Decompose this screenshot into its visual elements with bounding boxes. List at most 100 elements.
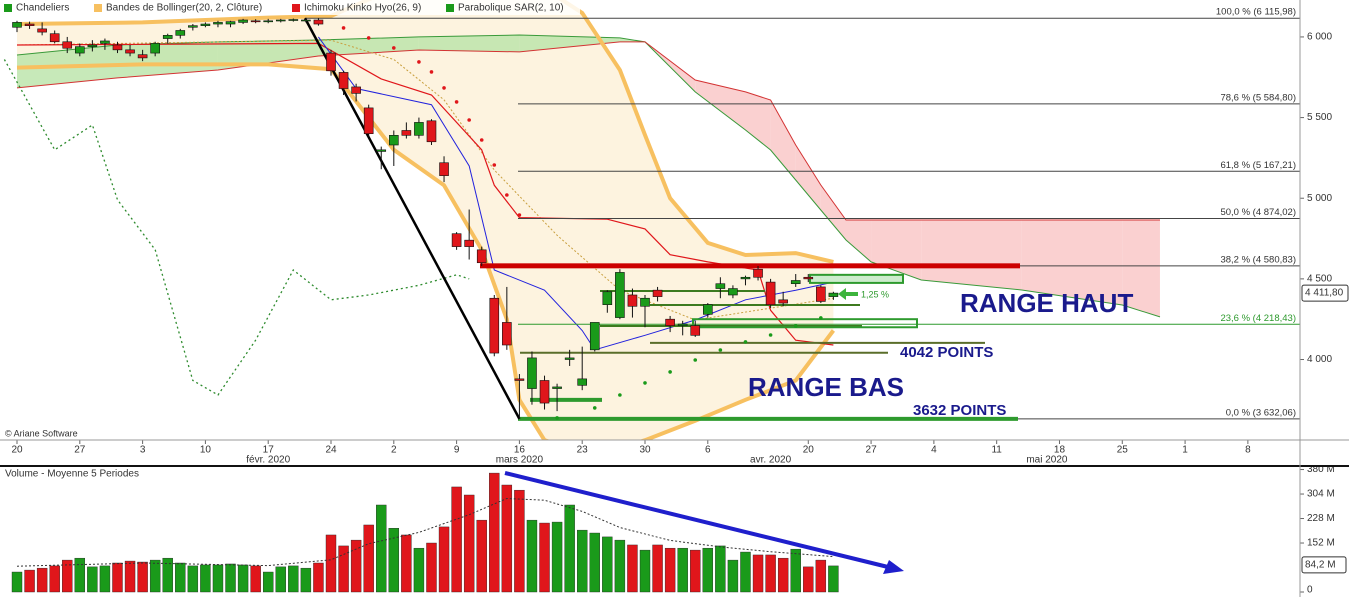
candle-body	[125, 49, 135, 54]
volume-bar	[526, 519, 538, 593]
annotation: RANGE BAS	[748, 372, 904, 402]
x-tick-label: 1	[1182, 445, 1188, 456]
fib-label: 78,6 % (5 584,80)	[1220, 92, 1296, 103]
candle-body	[401, 130, 412, 136]
sar-dot	[429, 70, 434, 74]
volume-bar	[11, 571, 23, 593]
tenkan	[317, 36, 834, 351]
volume-bar	[715, 545, 726, 593]
candle-body	[326, 52, 336, 72]
volume-bar	[702, 547, 714, 593]
cloud	[1122, 220, 1160, 317]
cloud	[418, 35, 520, 52]
cloud	[117, 41, 218, 78]
volume-bar	[149, 559, 161, 593]
candle-body	[426, 120, 437, 143]
volume-bar	[476, 519, 487, 593]
sar-dot	[366, 36, 371, 40]
volume-bar	[62, 559, 73, 593]
volume-bar	[288, 565, 299, 593]
legend: Chandeliers Bandes de Bollinger(20, 2, C…	[0, 0, 580, 15]
candle-body	[615, 272, 625, 318]
month-label: avr. 2020	[750, 455, 792, 466]
candle-body	[527, 357, 537, 389]
candle-body	[263, 20, 274, 23]
volume-bar	[677, 547, 688, 593]
fib-label: 100,0 % (6 115,98)	[1216, 7, 1296, 18]
month-label: mars 2020	[496, 455, 544, 466]
sar-dot	[768, 333, 773, 337]
fib-label: 38,2 % (4 580,83)	[1220, 254, 1296, 265]
volume-bar	[740, 551, 751, 593]
x-tick-label: 20	[11, 445, 23, 456]
cloud	[820, 185, 846, 240]
candle-body	[765, 281, 776, 305]
sar-dot	[555, 416, 559, 420]
y-tick-label: 5 000	[1307, 193, 1332, 204]
volume-bar	[137, 561, 148, 593]
legend-label: Chandeliers	[16, 3, 69, 14]
candle-body	[790, 280, 801, 285]
fib-label: 23,6 % (4 218,43)	[1220, 313, 1296, 324]
candle-body	[100, 40, 110, 44]
y-tick-label: 152 M	[1307, 538, 1335, 549]
month-label: mai 2020	[1026, 455, 1068, 466]
price-panel	[3, 0, 1300, 440]
candle-body	[589, 322, 600, 351]
candle-body	[162, 35, 173, 39]
volume-bar	[727, 559, 739, 593]
x-tick-label: 27	[74, 445, 86, 456]
volume-bar	[652, 544, 663, 593]
candle-body	[803, 276, 814, 280]
candle-body	[577, 378, 588, 386]
y-tick-label: 380 M	[1307, 464, 1335, 475]
volume-bar	[815, 559, 827, 593]
zone	[809, 273, 904, 284]
candle-body	[75, 46, 85, 54]
sar-dot	[819, 316, 823, 320]
volume-bar	[24, 569, 35, 593]
volume-bar	[350, 539, 362, 593]
cloud	[845, 220, 872, 262]
volume-bar	[790, 548, 801, 593]
candle-body	[753, 268, 763, 278]
legend-label: Parabolique SAR(2, 10)	[458, 3, 564, 14]
volume-bar	[325, 534, 337, 593]
candle-body	[690, 325, 701, 336]
sar-dot	[479, 138, 484, 142]
cloud	[745, 91, 771, 150]
candle-body	[476, 249, 487, 264]
sar-dot	[341, 26, 346, 30]
candle-body	[489, 297, 500, 354]
x-tick-label: 18	[1054, 445, 1066, 456]
volume-bar	[765, 554, 776, 593]
volume-bar	[49, 565, 60, 593]
x-tick-label: 11	[991, 445, 1002, 456]
candle-body	[715, 283, 726, 289]
x-tick-label: 3	[140, 445, 146, 456]
candle-body	[250, 20, 261, 23]
candle-body	[816, 286, 826, 302]
volume-bar	[413, 547, 425, 593]
cloud	[795, 145, 821, 210]
y-tick-label: 228 M	[1307, 513, 1335, 524]
volume-bar	[250, 565, 261, 593]
annotation: 4042 POINTS	[900, 344, 993, 361]
volume-bar	[752, 554, 764, 593]
candle-body	[665, 318, 675, 326]
volume-bar	[275, 566, 286, 593]
candle-body	[640, 297, 650, 307]
month-label: févr. 2020	[246, 455, 290, 466]
candle-body	[514, 378, 525, 381]
candle-body	[238, 19, 248, 23]
volume-bar	[74, 557, 86, 593]
candle-body	[677, 323, 688, 326]
legend-label: Bandes de Bollinger(20, 2, Clôture)	[106, 3, 262, 14]
band-area	[17, 0, 834, 440]
cloud	[921, 220, 1022, 290]
candle-body	[225, 21, 236, 25]
volume-bar	[489, 472, 500, 593]
x-tick-label: 8	[1245, 445, 1251, 456]
last-volume-tag	[1301, 556, 1347, 574]
volume-bar	[200, 564, 211, 593]
